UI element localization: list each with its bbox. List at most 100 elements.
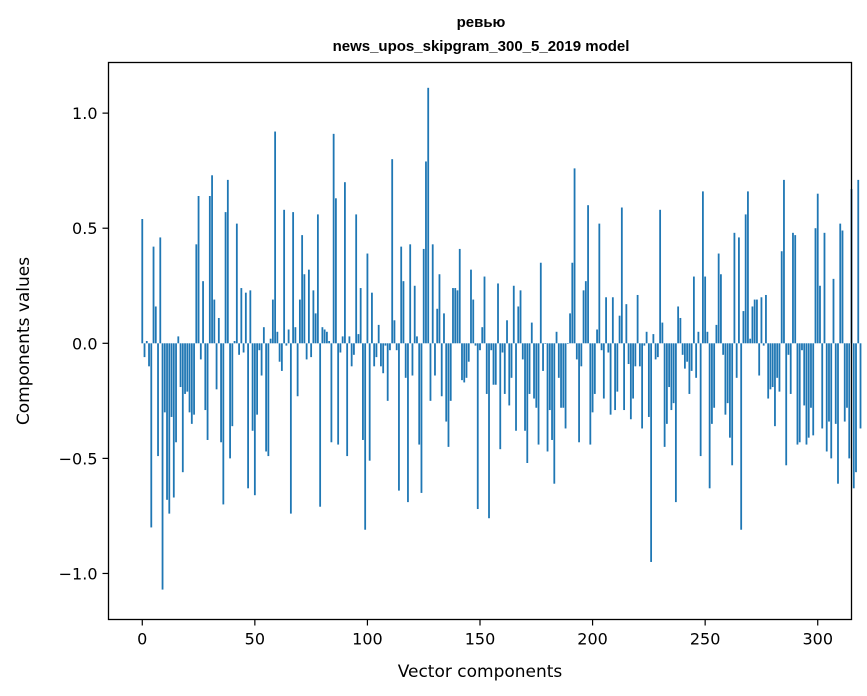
bar [729,343,731,438]
bar [548,343,551,411]
bar [287,329,290,344]
bar [391,159,394,344]
bar [366,253,369,344]
bar [175,343,177,443]
bar [418,343,421,445]
x-tick-label: 200 [577,630,608,649]
bar [857,179,860,344]
bar [398,343,400,491]
bar [519,290,522,344]
bar [859,343,862,429]
bar [852,343,855,489]
bar [774,343,776,427]
bar [566,343,569,344]
bar [717,253,720,344]
bar [663,343,666,447]
bar [810,343,812,408]
bar [677,306,680,344]
y-axis-ticks: −1.0 −0.5 0.0 0.5 1.0 [59,104,109,583]
bar [616,343,619,392]
chart-title-line1: ревью [457,14,506,31]
bar [395,343,398,351]
bar [506,320,508,344]
bar [195,244,198,344]
bar [846,343,848,408]
x-axis-ticks: 0 50 100 150 200 250 300 [137,619,833,649]
bar [605,297,607,344]
bar [474,343,477,346]
bar [636,294,639,344]
bar [454,288,457,344]
bar [265,343,268,452]
bar [681,343,684,355]
bar [794,235,797,344]
bar [310,343,313,358]
bar [593,343,596,394]
bar [184,343,186,394]
bar [731,343,734,466]
bar [555,331,558,344]
bar [368,343,371,461]
bar [344,182,346,344]
bar [303,274,306,344]
bar [787,343,790,355]
bar [785,343,788,466]
y-tick-label: 1.0 [72,104,97,123]
bar [467,343,470,362]
bar [371,292,373,344]
bar [740,343,743,530]
bar [742,311,745,344]
bar [573,168,576,344]
bar [357,334,360,344]
bar [402,281,405,344]
bar [762,343,765,346]
bar [204,343,207,411]
bar [580,343,583,367]
bar [208,196,211,344]
bar [337,343,340,445]
bar [600,343,603,351]
bar [240,288,243,344]
bar [152,246,155,344]
bar [350,343,353,367]
bar [238,343,240,355]
bar [305,343,308,360]
bar [756,299,758,344]
x-tick-label: 150 [465,630,496,649]
bar [328,341,331,344]
bar [805,343,808,445]
bar [326,331,328,344]
bar [393,320,396,344]
bar [627,343,630,365]
y-tick-label: 0.0 [72,334,97,353]
bar [377,324,380,344]
bar [704,276,707,344]
bar [166,343,168,500]
bar [670,343,673,411]
bar [557,343,560,378]
bar [503,343,506,394]
bar [807,343,810,438]
bar [283,209,286,344]
bar [319,343,322,507]
bar [569,313,571,344]
bar-series [141,87,862,590]
bar [465,343,468,378]
bar [364,343,367,530]
bar [497,283,499,344]
bar [262,327,265,344]
bar [256,343,258,415]
bar [751,306,754,344]
bar [539,262,542,344]
bar [686,343,689,362]
bar [202,281,204,344]
bar [355,214,358,344]
bar [825,343,828,452]
bar [296,343,299,397]
bar [665,343,668,424]
bar [168,343,171,514]
bar [224,212,227,344]
bar [758,343,761,376]
bar [634,343,637,367]
bar [483,276,486,344]
